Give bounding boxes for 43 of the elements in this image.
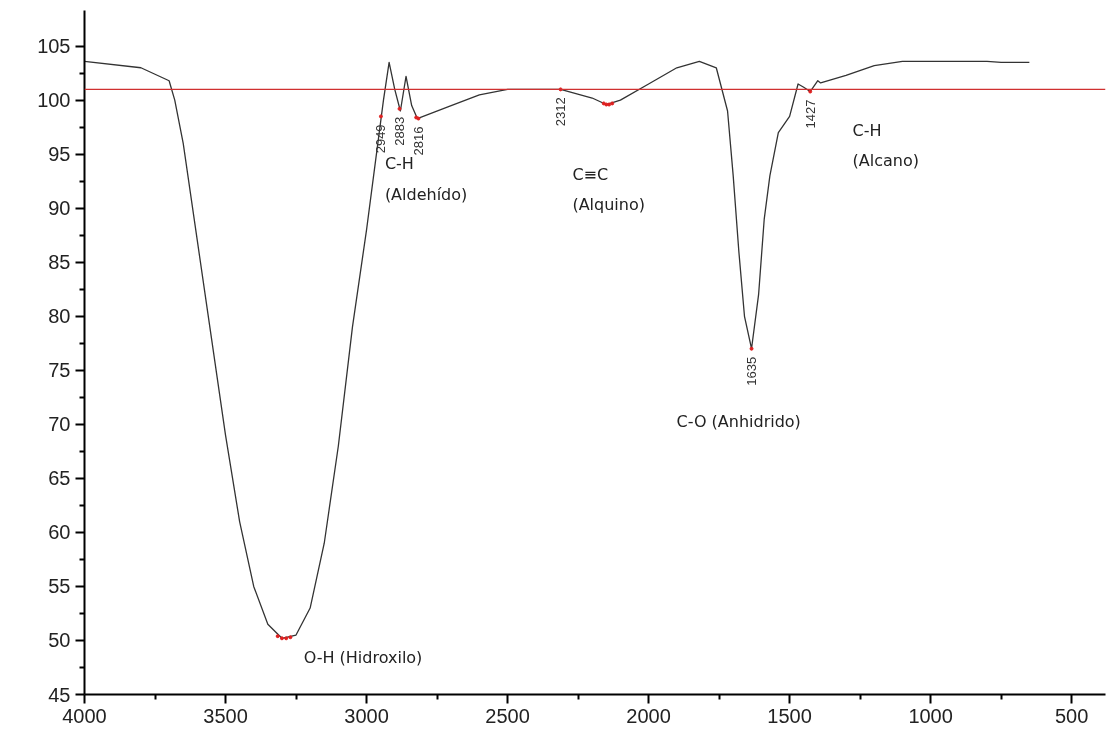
point (397, 106, 402, 111)
x-tick-label: 3000 (344, 704, 389, 727)
y-tick-label: 95 (48, 143, 71, 166)
point (749, 346, 754, 351)
annotation: O-H (Hidroxilo) (303, 648, 423, 668)
point (378, 114, 383, 119)
x-tick-label: 2500 (485, 704, 530, 727)
point (275, 634, 280, 639)
annotation: C-H (Aldehído) (384, 154, 468, 204)
annotation: 2312 (553, 97, 569, 127)
annotation: C≡C (Alquino) (572, 165, 645, 215)
line-series (84, 60, 1030, 639)
x-tick-label: 4000 (62, 704, 107, 727)
x-tick-label: 2000 (626, 704, 671, 727)
y-tick-label: 75 (48, 359, 71, 382)
y-tick-label: 55 (48, 575, 71, 598)
y-tick-label: 100 (37, 89, 71, 112)
y-tick-label: 105 (37, 35, 71, 58)
point (284, 636, 289, 641)
y-tick-label: 45 (48, 683, 71, 706)
x-tick-label: 1500 (767, 704, 812, 727)
y-tick-label: 85 (48, 251, 71, 274)
y-tick-label: 90 (48, 197, 71, 220)
point (288, 635, 293, 640)
point (808, 89, 813, 94)
y-tick-label: 70 (48, 413, 71, 436)
y-tick-label: 60 (48, 521, 71, 544)
annotation: 2949 (373, 124, 389, 154)
annotation: 2816 (410, 126, 426, 156)
annotation: C-O (Anhidrido) (676, 412, 801, 432)
annotation: C-H (Alcano) (852, 120, 919, 171)
point (610, 101, 615, 106)
y-tick-label: 80 (48, 305, 71, 328)
x-tick-label: 1000 (908, 704, 953, 727)
annotation: 1427 (802, 99, 818, 129)
x-tick-label: 3500 (203, 704, 248, 727)
y-tick-label: 50 (48, 629, 71, 652)
y-tick-label: 65 (48, 467, 71, 490)
annotation: 1635 (744, 356, 760, 386)
annotation: 2883 (392, 116, 408, 146)
point (607, 102, 612, 107)
x-tick-label: 500 (1054, 704, 1089, 727)
point (279, 636, 284, 641)
